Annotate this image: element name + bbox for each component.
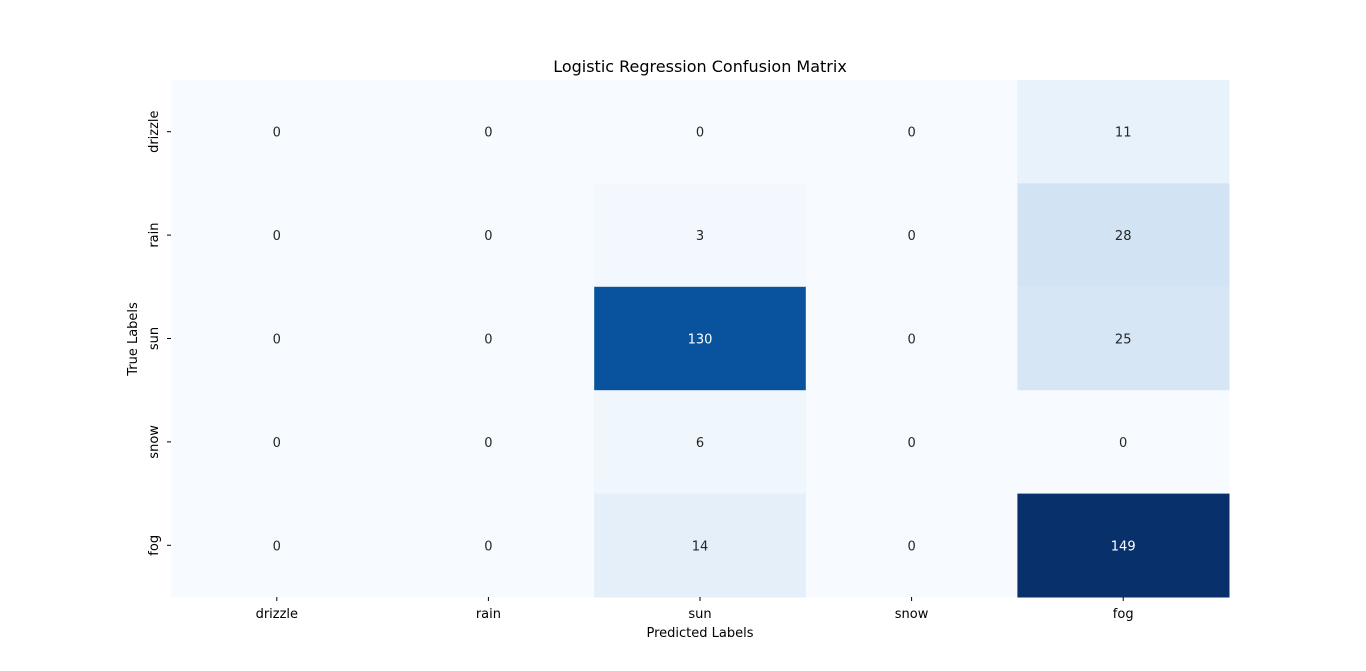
chart-title: Logistic Regression Confusion Matrix xyxy=(553,57,847,76)
cell-value-label: 0 xyxy=(907,229,915,244)
heatmap-cell xyxy=(594,493,807,598)
y-tick-label: sun xyxy=(147,327,162,350)
heatmap-cell xyxy=(171,390,384,495)
x-tick-label: sun xyxy=(688,607,711,622)
heatmap-cell xyxy=(171,493,384,598)
cell-value-label: 130 xyxy=(688,333,713,348)
heatmap-cells: 0 0 0 0 11 0 0 3 0 28 0 0 130 0 25 0 0 6 0 0 0 0 14 0 149 xyxy=(171,80,1230,598)
cell-value-label: 14 xyxy=(692,539,709,554)
cell-value-label: 11 xyxy=(1115,126,1132,141)
cell-value-label: 0 xyxy=(484,229,492,244)
heatmap-cell xyxy=(805,390,1018,495)
cell-value-label: 25 xyxy=(1115,333,1132,348)
heatmap-cell xyxy=(382,493,595,598)
y-tick-label: fog xyxy=(147,535,162,556)
heatmap-cell xyxy=(805,493,1018,598)
cell-value-label: 3 xyxy=(696,229,704,244)
cell-value-label: 0 xyxy=(273,126,281,141)
heatmap-cell xyxy=(382,183,595,288)
x-tick-label: fog xyxy=(1113,607,1134,622)
heatmap-cell xyxy=(805,286,1018,391)
cell-value-label: 0 xyxy=(273,333,281,348)
x-tick-label: drizzle xyxy=(256,607,298,622)
heatmap-cell xyxy=(1017,183,1230,288)
cell-value-label: 0 xyxy=(484,333,492,348)
cell-value-label: 0 xyxy=(484,539,492,554)
x-tick-label: rain xyxy=(476,607,501,622)
cell-value-label: 0 xyxy=(907,539,915,554)
x-axis-label: Predicted Labels xyxy=(646,626,753,641)
cell-value-label: 0 xyxy=(696,126,704,141)
heatmap-cell xyxy=(1017,390,1230,495)
heatmap-cell xyxy=(594,80,807,184)
heatmap-cell xyxy=(1017,80,1230,184)
heatmap-cell xyxy=(805,80,1018,184)
cell-value-label: 0 xyxy=(273,539,281,554)
cell-value-label: 0 xyxy=(907,126,915,141)
axis-ticks: drizzle rain sun snow fog drizzle rain sun snow f… xyxy=(147,110,1134,622)
heatmap-cell xyxy=(171,183,384,288)
y-tick-label: drizzle xyxy=(147,110,162,152)
cell-value-label: 149 xyxy=(1111,539,1136,554)
heatmap-cell xyxy=(594,286,807,391)
cell-value-label: 0 xyxy=(907,436,915,451)
heatmap-cell xyxy=(382,286,595,391)
y-tick-label: snow xyxy=(147,425,162,459)
cell-value-label: 0 xyxy=(273,436,281,451)
cell-value-label: 0 xyxy=(907,333,915,348)
heatmap-cell xyxy=(1017,286,1230,391)
heatmap-cell xyxy=(171,80,384,184)
heatmap-cell xyxy=(594,183,807,288)
heatmap-cell xyxy=(594,390,807,495)
cell-value-label: 6 xyxy=(696,436,704,451)
cell-value-label: 0 xyxy=(273,229,281,244)
heatmap-cell xyxy=(1017,493,1230,598)
heatmap-cell xyxy=(805,183,1018,288)
heatmap-cell xyxy=(171,286,384,391)
cell-value-label: 0 xyxy=(484,126,492,141)
cell-value-label: 0 xyxy=(484,436,492,451)
heatmap-cell xyxy=(382,390,595,495)
x-tick-label: snow xyxy=(895,607,929,622)
heatmap-cell xyxy=(382,80,595,184)
cell-value-label: 0 xyxy=(1119,436,1127,451)
cell-value-label: 28 xyxy=(1115,229,1132,244)
y-axis-label: True Labels xyxy=(126,302,141,377)
y-tick-label: rain xyxy=(147,223,162,248)
